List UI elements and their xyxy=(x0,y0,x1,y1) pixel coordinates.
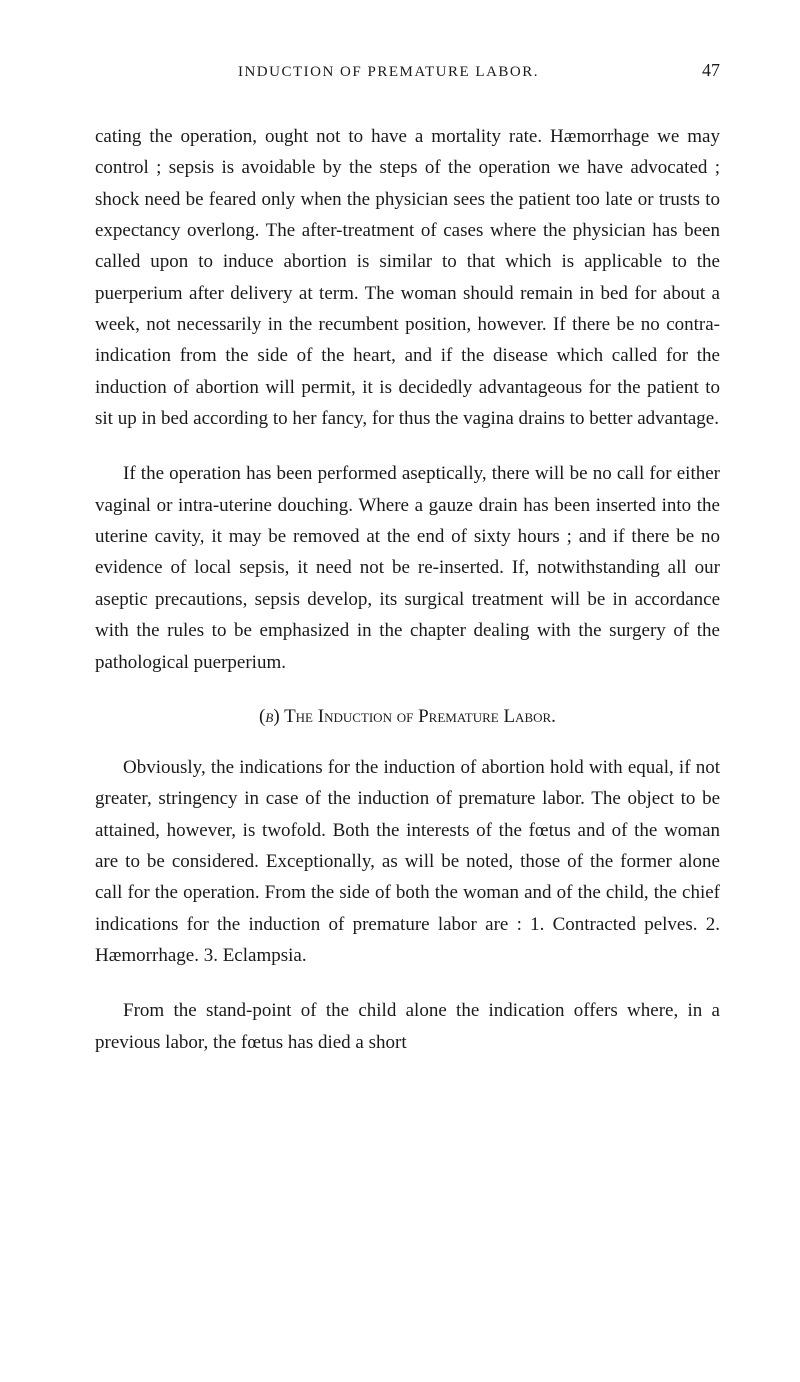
page-number: 47 xyxy=(702,60,720,81)
paragraph-4: From the stand-point of the child alone … xyxy=(95,995,720,1058)
heading-title: The Induction of Premature Labor. xyxy=(284,706,556,727)
section-heading: (b) The Induction of Premature Labor. xyxy=(95,706,720,728)
paragraph-1: cating the operation, ought not to have … xyxy=(95,121,720,434)
page-header: INDUCTION OF PREMATURE LABOR. 47 xyxy=(95,60,720,81)
paragraph-2: If the operation has been performed asep… xyxy=(95,458,720,677)
paragraph-3: Obviously, the indications for the induc… xyxy=(95,752,720,971)
running-head: INDUCTION OF PREMATURE LABOR. xyxy=(95,64,682,81)
heading-suffix: ) xyxy=(273,706,284,727)
